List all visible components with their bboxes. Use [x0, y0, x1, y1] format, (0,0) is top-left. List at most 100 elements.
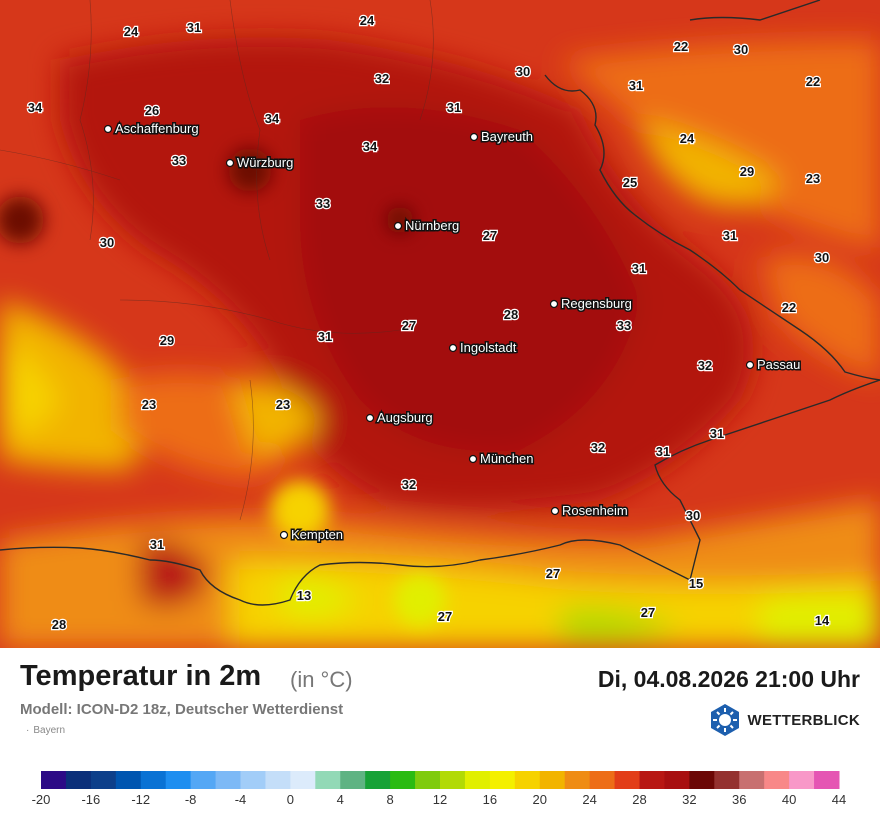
temperature-value: 25 [623, 175, 637, 190]
temperature-value: 33 [617, 318, 631, 333]
city-marker: Ingolstadt [448, 339, 518, 357]
scale-swatch [315, 771, 341, 789]
city-label: Kempten [291, 527, 343, 542]
scale-swatch [215, 771, 241, 789]
temperature-field [0, 37, 880, 648]
map-title: Temperatur in 2m [20, 660, 262, 692]
city-marker: Bayreuth [469, 128, 535, 146]
temperature-value: 23 [806, 171, 820, 186]
city-dot [279, 530, 289, 540]
city-label: Passau [757, 357, 800, 372]
temperature-value: 32 [375, 71, 389, 86]
temperature-value: 31 [150, 537, 164, 552]
temperature-value: 31 [447, 100, 461, 115]
temperature-value: 32 [698, 358, 712, 373]
scale-swatch [415, 771, 441, 789]
temperature-value: 29 [160, 333, 174, 348]
city-dot [225, 158, 235, 168]
scale-swatch [489, 771, 516, 789]
scale-swatch [90, 771, 117, 789]
city-dot [549, 299, 559, 309]
scale-swatch [464, 771, 491, 789]
scale-swatch [390, 771, 416, 789]
temperature-value: 29 [740, 164, 754, 179]
scale-label: 44 [832, 792, 846, 807]
temperature-value: 30 [516, 64, 530, 79]
scale-swatch [639, 771, 665, 789]
city-dot [468, 454, 478, 464]
scale-swatch [664, 771, 690, 789]
temperature-value: 23 [276, 397, 290, 412]
city-label: München [480, 451, 533, 466]
city-marker: Passau [745, 356, 802, 374]
city-label: Nürnberg [405, 218, 459, 233]
scale-swatch [739, 771, 765, 789]
temperature-value: 15 [689, 576, 703, 591]
temperature-value: 14 [815, 613, 830, 628]
temperature-value: 13 [297, 588, 311, 603]
scale-label: -4 [235, 792, 247, 807]
city-dot [448, 343, 458, 353]
district-lines [0, 0, 434, 521]
forecast-datetime: Di, 04.08.2026 21:00 Uhr [597, 666, 860, 692]
scale-swatch [365, 771, 391, 789]
model-info: Modell: ICON-D2 18z, Deutscher Wetterdie… [20, 701, 344, 718]
scale-label: 16 [483, 792, 497, 807]
city-label: Rosenheim [562, 503, 628, 518]
scale-label: -8 [185, 792, 197, 807]
temperature-value: 31 [632, 261, 646, 276]
city-dot [393, 221, 403, 231]
temperature-value: 26 [145, 103, 159, 118]
temperature-value: 31 [710, 426, 724, 441]
city-dot [469, 132, 479, 142]
scale-label: -12 [131, 792, 150, 807]
scale-swatch [814, 771, 840, 789]
scale-label: 12 [433, 792, 447, 807]
scale-swatch [165, 771, 192, 789]
city-marker: München [468, 450, 535, 468]
scale-swatch [265, 771, 291, 789]
scale-swatch [689, 771, 715, 789]
scale-swatch [41, 771, 67, 789]
city-marker: Kempten [279, 526, 345, 544]
temperature-value: 30 [815, 250, 829, 265]
city-label: Augsburg [377, 410, 433, 425]
temperature-value: 34 [28, 100, 43, 115]
city-label: Ingolstadt [460, 340, 517, 355]
scale-swatch [564, 771, 591, 789]
scale-swatch [789, 771, 815, 789]
temperature-value: 22 [674, 39, 688, 54]
scale-swatch [340, 771, 366, 789]
region-label: Bayern [26, 725, 65, 736]
temperature-value: 31 [656, 444, 670, 459]
temperature-value: 31 [318, 329, 332, 344]
temperature-value: 22 [782, 300, 796, 315]
city-marker: Regensburg [549, 295, 633, 313]
scale-label: 8 [387, 792, 394, 807]
scale-swatch [190, 771, 217, 789]
scale-label: 36 [732, 792, 746, 807]
temperature-value: 27 [546, 566, 560, 581]
temperature-map: 24 31 24 30 22 30 34 26 32 31 31 22 34 33 34 24 29 23 25 33… [0, 0, 880, 648]
city-marker: Würzburg [225, 154, 295, 172]
temperature-value: 34 [265, 111, 280, 126]
brand-name: WETTERBLICK [747, 711, 860, 729]
city-dot [550, 506, 560, 516]
temperature-value: 28 [504, 307, 518, 322]
scale-label: -20 [32, 792, 51, 807]
scale-swatch [589, 771, 616, 789]
scale-swatch [539, 771, 566, 789]
scale-label: 4 [337, 792, 344, 807]
scale-swatch [240, 771, 266, 789]
temperature-value: 24 [680, 131, 695, 146]
city-label: Aschaffenburg [115, 121, 199, 136]
temperature-value: 33 [316, 196, 330, 211]
temperature-value: 27 [438, 609, 452, 624]
city-dot [103, 124, 113, 134]
scale-swatch [290, 771, 316, 789]
city-dot [745, 360, 755, 370]
scale-swatch [714, 771, 740, 789]
temperature-value: 23 [142, 397, 156, 412]
temperature-value: 27 [402, 318, 416, 333]
temperature-value: 33 [172, 153, 186, 168]
